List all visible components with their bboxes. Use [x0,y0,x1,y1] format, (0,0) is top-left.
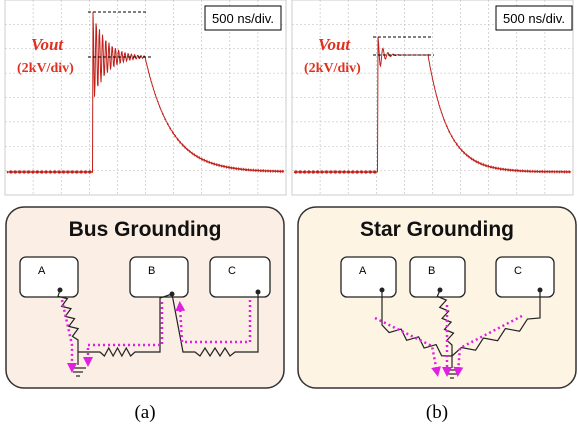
node-label: B [428,265,435,277]
figure: 500 ns/div. Vout (2kV/div) 500 ns/div. Vout (… [0,0,578,426]
scale-label: (2kV/div) [17,61,74,76]
diagram-title: Bus Grounding [69,218,222,241]
signal-label: Vout [318,35,351,54]
node [410,257,465,297]
node-label: A [359,265,367,277]
node-label: C [514,265,522,277]
node [20,257,78,297]
diagram-title: Star Grounding [360,218,514,241]
timebase: 500 ns/div. [212,11,274,26]
caption: (b) [426,402,448,423]
node-label: C [228,265,236,277]
caption: (a) [134,402,155,423]
node-label: A [38,265,46,277]
timebase: 500 ns/div. [503,11,565,26]
node [210,257,270,297]
node-label: B [148,265,155,277]
signal-label: Vout [31,35,64,54]
scale-label: (2kV/div) [304,61,361,76]
node [130,257,188,297]
node [341,257,396,297]
page: {"panels": [ {"timebase": "500 ns/div.",… [0,0,578,426]
node [496,257,554,297]
